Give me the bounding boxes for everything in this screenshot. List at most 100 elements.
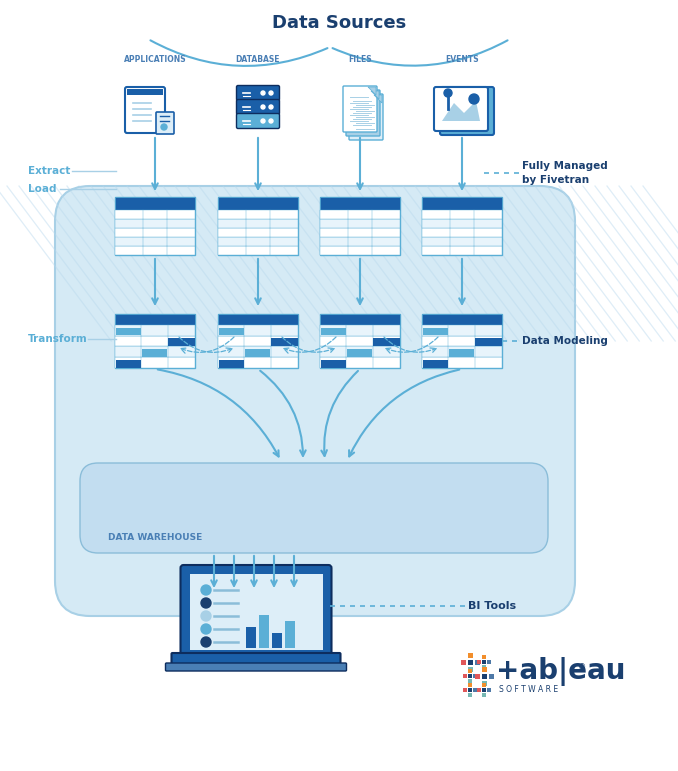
Bar <box>422 314 502 368</box>
Circle shape <box>201 585 211 595</box>
Circle shape <box>261 119 265 123</box>
Bar <box>218 228 298 237</box>
Bar <box>482 693 486 697</box>
Text: APPLICATIONS: APPLICATIONS <box>123 55 186 63</box>
Bar <box>218 314 298 368</box>
Bar <box>285 621 295 648</box>
Bar <box>320 197 400 255</box>
Bar <box>475 674 479 678</box>
Bar <box>473 674 477 678</box>
Bar <box>320 314 400 368</box>
Text: BI Tools: BI Tools <box>468 601 516 611</box>
Circle shape <box>261 91 265 95</box>
Bar <box>115 346 195 357</box>
Circle shape <box>444 89 452 97</box>
Bar <box>320 346 400 357</box>
Bar <box>321 328 346 335</box>
FancyBboxPatch shape <box>237 113 279 129</box>
Bar <box>218 219 298 228</box>
Bar <box>320 246 400 255</box>
Circle shape <box>201 624 211 634</box>
FancyBboxPatch shape <box>237 86 279 100</box>
Bar <box>477 660 481 664</box>
FancyBboxPatch shape <box>440 87 494 135</box>
Bar <box>482 655 486 659</box>
Bar <box>463 674 467 678</box>
Bar <box>127 89 163 95</box>
Bar <box>422 246 502 255</box>
Bar <box>320 314 400 325</box>
FancyBboxPatch shape <box>434 87 488 131</box>
Bar <box>142 349 167 357</box>
Bar <box>321 360 346 368</box>
Bar <box>477 688 481 692</box>
Bar <box>468 674 472 678</box>
FancyBboxPatch shape <box>165 663 346 671</box>
Bar <box>218 325 298 335</box>
Bar <box>168 338 195 346</box>
Text: Transform: Transform <box>28 334 87 344</box>
Bar <box>320 210 400 219</box>
Circle shape <box>469 94 479 104</box>
Bar <box>482 665 486 669</box>
Bar <box>218 237 298 246</box>
Bar <box>422 346 502 357</box>
Circle shape <box>201 637 211 647</box>
Bar <box>463 688 467 692</box>
Bar <box>218 314 298 325</box>
Bar <box>115 219 195 228</box>
Bar <box>320 228 400 237</box>
Bar <box>468 683 472 687</box>
Bar <box>115 237 195 246</box>
Bar <box>481 681 487 685</box>
Bar <box>481 674 487 678</box>
Bar <box>468 688 472 692</box>
Bar <box>489 674 494 678</box>
Bar <box>422 197 502 210</box>
Text: DATA WAREHOUSE: DATA WAREHOUSE <box>108 534 202 543</box>
Bar <box>115 197 195 255</box>
Bar <box>475 338 502 346</box>
Bar <box>422 357 502 368</box>
Bar <box>271 338 298 346</box>
Bar <box>115 314 195 368</box>
Bar <box>422 325 502 335</box>
Bar <box>374 338 399 346</box>
Bar <box>272 633 282 648</box>
Bar <box>320 197 400 210</box>
Bar <box>449 349 475 357</box>
Circle shape <box>201 598 211 608</box>
Bar <box>422 197 502 255</box>
Bar <box>422 210 502 219</box>
Polygon shape <box>442 101 480 121</box>
Bar <box>218 197 298 255</box>
Polygon shape <box>371 91 379 99</box>
Bar <box>482 660 486 664</box>
FancyBboxPatch shape <box>55 186 575 616</box>
Bar <box>347 349 372 357</box>
Bar <box>468 666 473 672</box>
Bar <box>468 669 472 673</box>
Bar <box>115 197 195 210</box>
Bar <box>320 335 400 346</box>
Text: Data Modeling: Data Modeling <box>522 336 608 346</box>
Bar <box>481 666 487 672</box>
Bar <box>218 210 298 219</box>
Bar <box>259 615 269 648</box>
Bar <box>189 574 323 650</box>
Bar <box>320 219 400 228</box>
Bar <box>218 328 244 335</box>
Bar <box>115 210 195 219</box>
Bar <box>320 357 400 368</box>
FancyBboxPatch shape <box>180 565 332 659</box>
Circle shape <box>161 124 167 130</box>
Bar <box>115 246 195 255</box>
FancyBboxPatch shape <box>80 463 548 553</box>
Bar <box>218 357 298 368</box>
Text: FILES: FILES <box>348 55 372 63</box>
FancyBboxPatch shape <box>237 99 279 115</box>
FancyBboxPatch shape <box>349 94 383 140</box>
Polygon shape <box>374 95 382 103</box>
Circle shape <box>261 105 265 109</box>
Bar <box>245 349 271 357</box>
